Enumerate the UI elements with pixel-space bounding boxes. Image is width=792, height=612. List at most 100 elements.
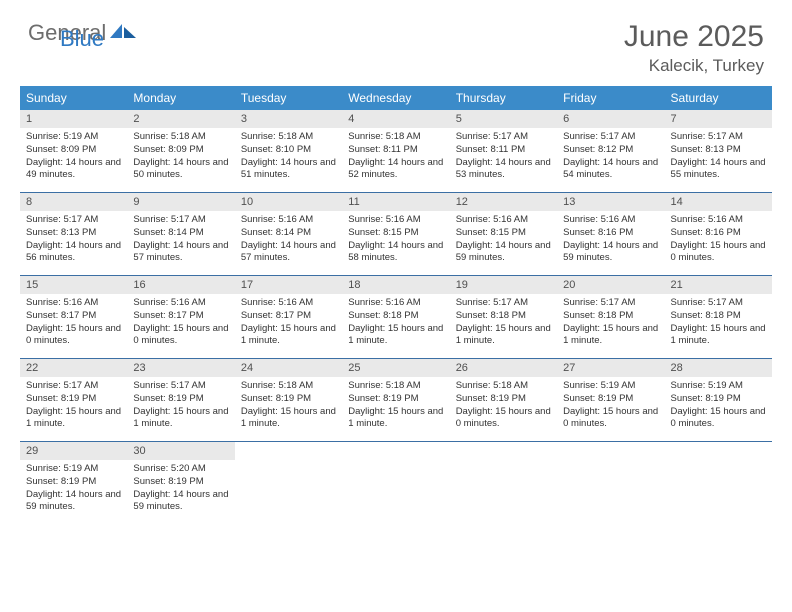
empty-cell	[450, 442, 557, 524]
week-row: 8Sunrise: 5:17 AMSunset: 8:13 PMDaylight…	[20, 193, 772, 276]
day-number: 15	[20, 276, 127, 294]
day-cell: 22Sunrise: 5:17 AMSunset: 8:19 PMDayligh…	[20, 359, 127, 441]
day-content: Sunrise: 5:20 AMSunset: 8:19 PMDaylight:…	[127, 460, 234, 520]
day-content: Sunrise: 5:18 AMSunset: 8:11 PMDaylight:…	[342, 128, 449, 188]
dow-cell: Sunday	[20, 86, 127, 110]
logo-sail-icon	[110, 22, 136, 45]
week-row: 29Sunrise: 5:19 AMSunset: 8:19 PMDayligh…	[20, 442, 772, 524]
day-number: 6	[557, 110, 664, 128]
day-cell: 7Sunrise: 5:17 AMSunset: 8:13 PMDaylight…	[665, 110, 772, 192]
day-cell: 28Sunrise: 5:19 AMSunset: 8:19 PMDayligh…	[665, 359, 772, 441]
calendar: SundayMondayTuesdayWednesdayThursdayFrid…	[20, 86, 772, 524]
day-content: Sunrise: 5:17 AMSunset: 8:13 PMDaylight:…	[665, 128, 772, 188]
day-cell: 21Sunrise: 5:17 AMSunset: 8:18 PMDayligh…	[665, 276, 772, 358]
page-subtitle: Kalecik, Turkey	[624, 56, 764, 76]
day-content: Sunrise: 5:16 AMSunset: 8:17 PMDaylight:…	[20, 294, 127, 354]
dow-cell: Thursday	[450, 86, 557, 110]
day-number: 8	[20, 193, 127, 211]
day-content: Sunrise: 5:16 AMSunset: 8:16 PMDaylight:…	[665, 211, 772, 271]
empty-cell	[342, 442, 449, 524]
day-cell: 8Sunrise: 5:17 AMSunset: 8:13 PMDaylight…	[20, 193, 127, 275]
day-cell: 23Sunrise: 5:17 AMSunset: 8:19 PMDayligh…	[127, 359, 234, 441]
dow-cell: Saturday	[665, 86, 772, 110]
day-content: Sunrise: 5:18 AMSunset: 8:10 PMDaylight:…	[235, 128, 342, 188]
day-content: Sunrise: 5:17 AMSunset: 8:14 PMDaylight:…	[127, 211, 234, 271]
day-content: Sunrise: 5:16 AMSunset: 8:14 PMDaylight:…	[235, 211, 342, 271]
day-cell: 24Sunrise: 5:18 AMSunset: 8:19 PMDayligh…	[235, 359, 342, 441]
day-content: Sunrise: 5:17 AMSunset: 8:18 PMDaylight:…	[557, 294, 664, 354]
day-number: 13	[557, 193, 664, 211]
day-number: 11	[342, 193, 449, 211]
day-cell: 10Sunrise: 5:16 AMSunset: 8:14 PMDayligh…	[235, 193, 342, 275]
day-cell: 25Sunrise: 5:18 AMSunset: 8:19 PMDayligh…	[342, 359, 449, 441]
title-block: June 2025 Kalecik, Turkey	[624, 20, 764, 76]
day-number: 21	[665, 276, 772, 294]
day-content: Sunrise: 5:16 AMSunset: 8:17 PMDaylight:…	[127, 294, 234, 354]
day-number: 30	[127, 442, 234, 460]
dow-cell: Wednesday	[342, 86, 449, 110]
day-number: 7	[665, 110, 772, 128]
day-number: 27	[557, 359, 664, 377]
empty-cell	[235, 442, 342, 524]
day-number: 14	[665, 193, 772, 211]
day-content: Sunrise: 5:17 AMSunset: 8:12 PMDaylight:…	[557, 128, 664, 188]
day-content: Sunrise: 5:19 AMSunset: 8:19 PMDaylight:…	[665, 377, 772, 437]
week-row: 1Sunrise: 5:19 AMSunset: 8:09 PMDaylight…	[20, 110, 772, 193]
day-cell: 11Sunrise: 5:16 AMSunset: 8:15 PMDayligh…	[342, 193, 449, 275]
day-cell: 3Sunrise: 5:18 AMSunset: 8:10 PMDaylight…	[235, 110, 342, 192]
day-content: Sunrise: 5:16 AMSunset: 8:15 PMDaylight:…	[450, 211, 557, 271]
day-content: Sunrise: 5:17 AMSunset: 8:18 PMDaylight:…	[450, 294, 557, 354]
day-number: 16	[127, 276, 234, 294]
dow-cell: Monday	[127, 86, 234, 110]
day-number: 12	[450, 193, 557, 211]
day-number: 18	[342, 276, 449, 294]
day-cell: 5Sunrise: 5:17 AMSunset: 8:11 PMDaylight…	[450, 110, 557, 192]
day-number: 1	[20, 110, 127, 128]
day-cell: 4Sunrise: 5:18 AMSunset: 8:11 PMDaylight…	[342, 110, 449, 192]
day-number: 29	[20, 442, 127, 460]
day-cell: 17Sunrise: 5:16 AMSunset: 8:17 PMDayligh…	[235, 276, 342, 358]
day-content: Sunrise: 5:17 AMSunset: 8:11 PMDaylight:…	[450, 128, 557, 188]
day-content: Sunrise: 5:17 AMSunset: 8:19 PMDaylight:…	[20, 377, 127, 437]
day-cell: 27Sunrise: 5:19 AMSunset: 8:19 PMDayligh…	[557, 359, 664, 441]
day-number: 19	[450, 276, 557, 294]
day-number: 2	[127, 110, 234, 128]
day-cell: 26Sunrise: 5:18 AMSunset: 8:19 PMDayligh…	[450, 359, 557, 441]
day-number: 25	[342, 359, 449, 377]
day-content: Sunrise: 5:16 AMSunset: 8:17 PMDaylight:…	[235, 294, 342, 354]
day-number: 23	[127, 359, 234, 377]
day-content: Sunrise: 5:18 AMSunset: 8:09 PMDaylight:…	[127, 128, 234, 188]
day-content: Sunrise: 5:16 AMSunset: 8:16 PMDaylight:…	[557, 211, 664, 271]
day-number: 28	[665, 359, 772, 377]
day-number: 24	[235, 359, 342, 377]
day-number: 10	[235, 193, 342, 211]
day-number: 3	[235, 110, 342, 128]
day-content: Sunrise: 5:16 AMSunset: 8:15 PMDaylight:…	[342, 211, 449, 271]
day-cell: 18Sunrise: 5:16 AMSunset: 8:18 PMDayligh…	[342, 276, 449, 358]
day-number: 17	[235, 276, 342, 294]
day-cell: 19Sunrise: 5:17 AMSunset: 8:18 PMDayligh…	[450, 276, 557, 358]
day-content: Sunrise: 5:19 AMSunset: 8:19 PMDaylight:…	[557, 377, 664, 437]
empty-cell	[557, 442, 664, 524]
day-content: Sunrise: 5:17 AMSunset: 8:19 PMDaylight:…	[127, 377, 234, 437]
day-content: Sunrise: 5:17 AMSunset: 8:18 PMDaylight:…	[665, 294, 772, 354]
day-content: Sunrise: 5:18 AMSunset: 8:19 PMDaylight:…	[342, 377, 449, 437]
dow-cell: Friday	[557, 86, 664, 110]
day-cell: 1Sunrise: 5:19 AMSunset: 8:09 PMDaylight…	[20, 110, 127, 192]
day-cell: 14Sunrise: 5:16 AMSunset: 8:16 PMDayligh…	[665, 193, 772, 275]
day-cell: 30Sunrise: 5:20 AMSunset: 8:19 PMDayligh…	[127, 442, 234, 524]
day-cell: 9Sunrise: 5:17 AMSunset: 8:14 PMDaylight…	[127, 193, 234, 275]
dow-cell: Tuesday	[235, 86, 342, 110]
day-content: Sunrise: 5:17 AMSunset: 8:13 PMDaylight:…	[20, 211, 127, 271]
day-number: 5	[450, 110, 557, 128]
day-content: Sunrise: 5:16 AMSunset: 8:18 PMDaylight:…	[342, 294, 449, 354]
day-cell: 16Sunrise: 5:16 AMSunset: 8:17 PMDayligh…	[127, 276, 234, 358]
logo-text-blue: Blue	[60, 26, 104, 51]
day-content: Sunrise: 5:18 AMSunset: 8:19 PMDaylight:…	[450, 377, 557, 437]
day-cell: 29Sunrise: 5:19 AMSunset: 8:19 PMDayligh…	[20, 442, 127, 524]
dow-row: SundayMondayTuesdayWednesdayThursdayFrid…	[20, 86, 772, 110]
day-number: 26	[450, 359, 557, 377]
day-cell: 12Sunrise: 5:16 AMSunset: 8:15 PMDayligh…	[450, 193, 557, 275]
empty-cell	[665, 442, 772, 524]
day-content: Sunrise: 5:19 AMSunset: 8:09 PMDaylight:…	[20, 128, 127, 188]
